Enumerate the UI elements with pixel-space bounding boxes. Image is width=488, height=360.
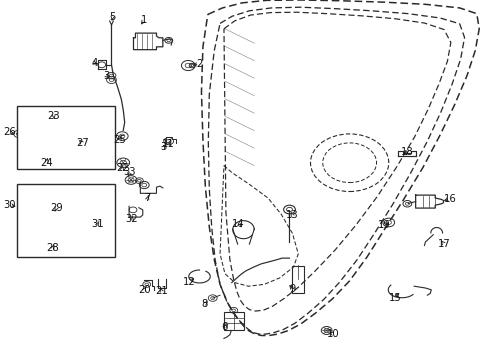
Text: 18: 18 [400, 147, 412, 157]
Text: 2: 2 [196, 59, 203, 69]
Text: 29: 29 [50, 203, 62, 213]
Text: 23: 23 [47, 111, 60, 121]
Text: 5: 5 [109, 12, 116, 22]
Text: 15: 15 [388, 293, 401, 303]
Bar [17, 184, 115, 257]
Text: 17: 17 [437, 239, 449, 249]
Text: 9: 9 [288, 284, 295, 294]
Text: 14: 14 [232, 219, 244, 229]
Text: 30: 30 [3, 200, 16, 210]
Text: 4: 4 [91, 58, 97, 68]
Text: 20: 20 [138, 285, 150, 295]
Text: 11: 11 [162, 139, 175, 149]
Bar [292, 266, 304, 292]
Text: 16: 16 [443, 194, 455, 204]
Text: 22: 22 [116, 163, 128, 174]
Text: 3: 3 [161, 142, 166, 152]
Bar [224, 312, 243, 330]
Text: 32: 32 [125, 214, 138, 224]
Text: 31: 31 [91, 219, 104, 229]
Text: 12: 12 [183, 276, 196, 287]
Text: 21: 21 [155, 286, 167, 296]
Text: 7: 7 [144, 193, 151, 203]
Text: 24: 24 [40, 158, 53, 168]
Text: 6: 6 [221, 322, 227, 332]
Text: 33: 33 [123, 167, 136, 177]
Text: 28: 28 [46, 243, 59, 253]
Text: 3: 3 [103, 71, 109, 81]
Text: 8: 8 [201, 299, 207, 309]
Bar [17, 106, 115, 169]
Text: 10: 10 [326, 329, 339, 339]
Text: 26: 26 [3, 127, 16, 138]
Text: 27: 27 [76, 138, 88, 148]
Text: 19: 19 [377, 220, 389, 230]
Text: 1: 1 [141, 15, 147, 25]
Text: 25: 25 [113, 135, 126, 145]
Text: 13: 13 [285, 210, 298, 220]
